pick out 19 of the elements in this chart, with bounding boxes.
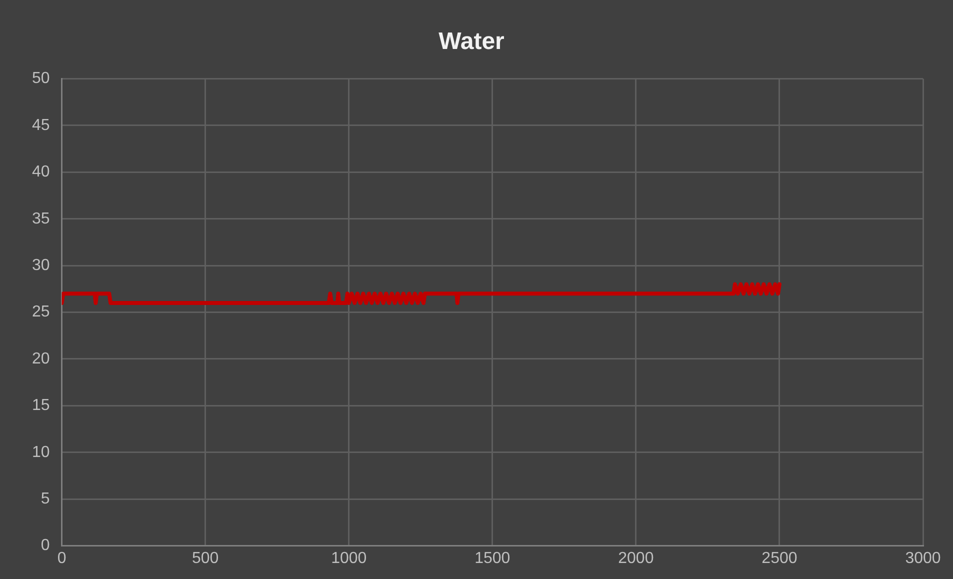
y-tick-label: 15: [32, 397, 50, 414]
y-tick-label: 20: [32, 350, 50, 368]
x-tick-label: 1000: [331, 550, 367, 567]
y-tick-label: 10: [32, 444, 50, 461]
x-tick-label: 1500: [474, 550, 510, 567]
y-tick-label: 50: [32, 70, 50, 88]
x-tick-label: 2500: [762, 550, 798, 567]
x-tick-label: 0: [57, 550, 66, 567]
y-tick-label: 0: [40, 537, 50, 554]
x-tick-label: 3000: [905, 550, 941, 567]
y-tick-label: 30: [32, 257, 50, 274]
chart-title: Water: [438, 28, 504, 56]
y-tick-label: 5: [40, 490, 50, 508]
y-tick-label: 45: [32, 116, 50, 134]
y-tick-label: 35: [32, 210, 50, 228]
x-tick-label: 500: [192, 550, 219, 567]
x-tick-label: 2000: [618, 550, 654, 567]
y-tick-label: 40: [32, 164, 50, 181]
y-tick-label: 25: [32, 304, 50, 321]
